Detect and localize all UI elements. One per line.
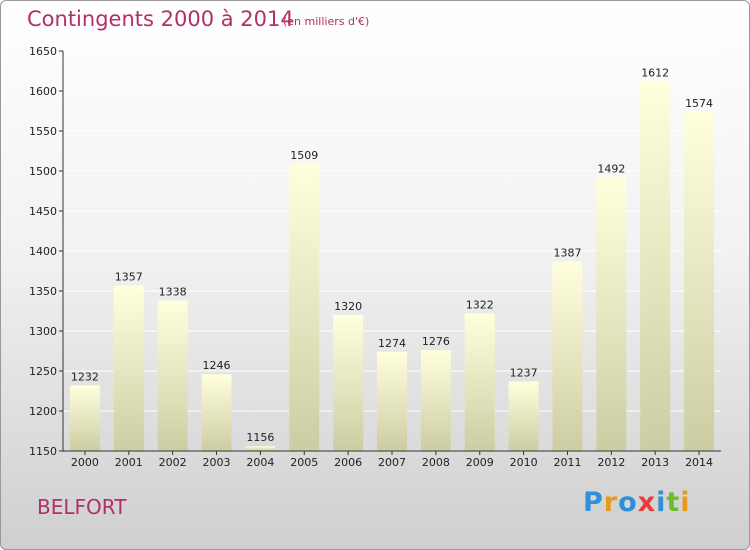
chart-subtitle: (en milliers d'€) [283,15,370,28]
y-tick-label: 1200 [29,405,57,418]
bar-2014 [684,111,715,452]
x-tick-label: 2007 [378,456,406,469]
data-label: 1322 [466,298,494,311]
x-tick-label: 2013 [641,456,669,469]
data-label: 1246 [203,359,231,372]
labels: 1150 1200 1250 1300 1350 1400 1450 1500 1550 1600… [29,45,713,469]
bar-2002 [157,300,188,451]
bar-2008 [420,350,451,451]
x-tick-label: 2008 [422,456,450,469]
bar-2005 [289,163,320,452]
axes [59,50,721,455]
data-label: 1612 [641,66,669,79]
x-tick-label: 2004 [246,456,274,469]
x-tick-label: 2000 [71,456,99,469]
data-label: 1357 [115,270,143,283]
logo-letter: x [637,487,657,518]
place-name: BELFORT [37,495,127,519]
proxiti-logo: Proxiti [583,487,691,518]
data-label: 1492 [597,162,625,175]
x-tick-label: 2010 [510,456,538,469]
bar-2013 [640,81,671,452]
logo-letter: t [666,487,681,518]
bar-2011 [552,261,583,451]
bar-2001 [113,285,144,451]
logo-letter: P [583,487,604,518]
bar-2006 [333,315,364,451]
x-tick-label: 2009 [466,456,494,469]
y-tick-label: 1600 [29,85,57,98]
x-tick-label: 2012 [597,456,625,469]
bar-2003 [201,374,232,451]
data-label: 1276 [422,335,450,348]
bar-2004 [245,446,276,451]
data-label: 1237 [510,366,538,379]
data-label: 1232 [71,370,99,383]
bars [69,81,715,452]
bar-2007 [377,351,407,451]
y-tick-label: 1300 [29,325,57,338]
x-tick-label: 2006 [334,456,362,469]
data-label: 1274 [378,337,406,350]
data-label: 1574 [685,97,713,110]
logo-letter: r [603,487,619,518]
data-label: 1509 [290,149,318,162]
y-tick-label: 1150 [29,445,57,458]
logo-letter: o [618,487,638,518]
bar-2009 [464,313,495,451]
y-tick-label: 1250 [29,365,57,378]
x-tick-label: 2002 [159,456,187,469]
x-tick-label: 2014 [685,456,713,469]
data-label: 1387 [553,246,581,259]
x-tick-label: 2011 [553,456,581,469]
bar-2000 [69,385,100,451]
x-tick-label: 2003 [203,456,231,469]
bar-2010 [508,381,539,451]
y-tick-label: 1450 [29,205,57,218]
y-tick-label: 1650 [29,45,57,58]
logo-letter: i [656,487,667,518]
y-tick-label: 1500 [29,165,57,178]
bar-2012 [596,177,627,451]
x-tick-label: 2005 [290,456,318,469]
x-tick-label: 2001 [115,456,143,469]
y-tick-label: 1400 [29,245,57,258]
y-tick-label: 1550 [29,125,57,138]
data-label: 1156 [246,431,274,444]
y-tick-label: 1350 [29,285,57,298]
data-label: 1338 [159,286,187,299]
logo-letter: i [680,487,691,518]
chart-title: Contingents 2000 à 2014 [27,7,294,31]
data-label: 1320 [334,300,362,313]
